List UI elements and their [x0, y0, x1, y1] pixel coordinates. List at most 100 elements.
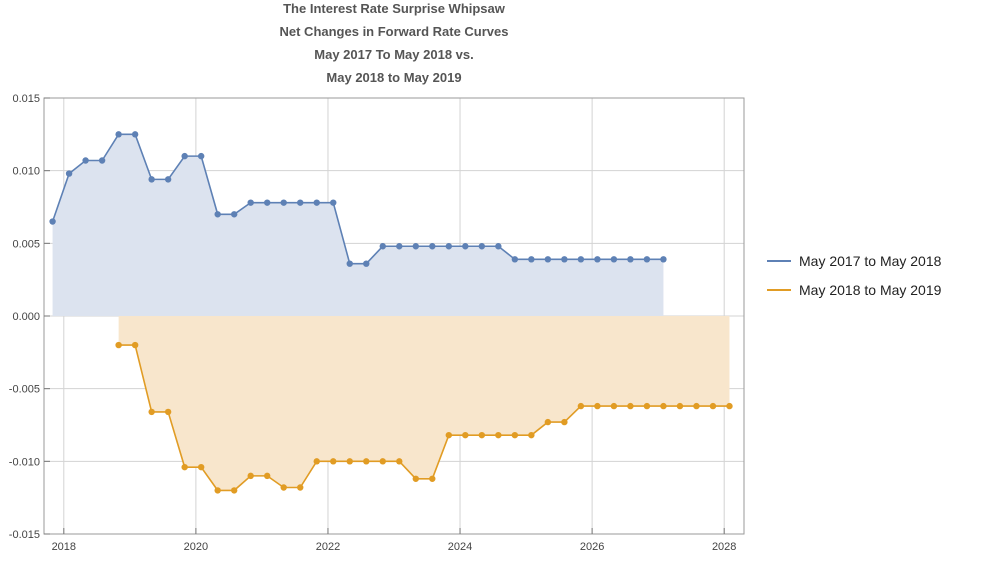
chart-title-line-4: May 2018 to May 2019	[326, 70, 461, 85]
data-point-series-1-3	[98, 157, 106, 164]
data-point-series-1-24	[445, 243, 453, 250]
data-point-series-2-4	[181, 463, 188, 471]
data-point-series-2-36	[709, 402, 717, 410]
data-point-series-1-4	[115, 131, 122, 138]
data-point-series-2-28	[577, 402, 585, 410]
data-point-series-2-35	[693, 402, 700, 410]
data-point-series-2-18	[412, 475, 419, 482]
data-point-series-1-16	[313, 199, 320, 206]
data-point-series-2-12	[313, 458, 320, 465]
legend: May 2017 to May 2018 May 2018 to May 201…	[767, 253, 942, 298]
x-tick-label-2028: 2028	[712, 541, 736, 553]
x-tick-label-2020: 2020	[184, 541, 208, 553]
data-point-series-1-18	[346, 260, 353, 267]
x-tick-label-2026: 2026	[580, 541, 604, 553]
data-point-series-1-29	[528, 256, 535, 263]
legend-label-may-2018-to-may-2019: May 2018 to May 2019	[799, 282, 942, 298]
data-point-series-2-26	[544, 418, 552, 426]
data-point-series-2-33	[660, 402, 667, 410]
area-fill-series-2	[118, 316, 730, 491]
data-point-series-1-0	[49, 218, 56, 225]
data-point-series-2-0	[115, 341, 122, 349]
data-point-series-1-10	[214, 211, 221, 218]
series-points	[49, 131, 733, 494]
data-point-series-2-15	[363, 458, 370, 465]
data-point-series-1-32	[577, 256, 585, 263]
data-point-series-2-1	[131, 341, 139, 349]
y-tick-label-1: -0.010	[9, 456, 40, 468]
data-point-series-1-8	[181, 152, 188, 160]
data-point-series-2-19	[429, 475, 436, 482]
data-point-series-2-7	[230, 487, 238, 494]
data-point-series-2-9	[264, 472, 271, 480]
data-point-series-1-1	[65, 170, 73, 177]
data-point-series-1-2	[82, 157, 89, 164]
data-point-series-2-3	[164, 408, 172, 416]
data-point-series-2-11	[297, 484, 304, 491]
data-point-series-1-35	[627, 256, 634, 263]
data-point-series-1-22	[412, 243, 419, 250]
data-point-series-1-30	[544, 256, 552, 263]
data-point-series-1-23	[429, 243, 436, 250]
data-point-series-1-34	[610, 256, 618, 263]
area-fill-series-1	[52, 134, 664, 316]
data-point-series-1-25	[462, 243, 469, 250]
chart-title: The Interest Rate Surprise Whipsaw Net C…	[280, 1, 509, 85]
data-point-series-1-15	[297, 199, 304, 206]
x-tick-label-2022: 2022	[316, 541, 340, 553]
data-point-series-1-7	[164, 176, 172, 183]
data-point-series-2-24	[511, 431, 519, 439]
data-point-series-1-13	[264, 199, 271, 206]
data-point-series-2-17	[396, 458, 403, 465]
data-point-series-2-8	[247, 472, 254, 480]
data-point-series-1-20	[379, 243, 386, 250]
data-point-series-2-13	[330, 458, 337, 465]
data-point-series-1-27	[495, 243, 502, 250]
chart-title-line-3: May 2017 To May 2018 vs.	[314, 47, 473, 62]
data-point-series-1-31	[561, 256, 568, 263]
data-point-series-2-20	[445, 431, 453, 439]
legend-label-may-2017-to-may-2018: May 2017 to May 2018	[799, 253, 942, 269]
y-tick-label-6: 0.015	[12, 93, 40, 105]
data-point-series-2-37	[726, 402, 733, 410]
data-point-series-2-29	[594, 402, 601, 410]
y-tick-label-5: 0.010	[12, 166, 40, 178]
y-tick-label-3: 0.000	[12, 311, 40, 323]
data-point-series-2-31	[627, 402, 634, 410]
data-point-series-2-30	[610, 402, 618, 410]
data-point-series-2-2	[148, 408, 155, 416]
y-tick-label-2: -0.005	[9, 384, 40, 396]
data-point-series-1-5	[131, 131, 139, 138]
x-tick-label-2018: 2018	[52, 541, 76, 553]
x-tick-label-2024: 2024	[448, 541, 472, 553]
data-point-series-1-17	[330, 199, 337, 206]
data-point-series-2-34	[676, 402, 684, 410]
data-point-series-1-36	[643, 256, 651, 263]
data-point-series-2-16	[379, 458, 386, 465]
chart-title-line-2: Net Changes in Forward Rate Curves	[280, 24, 509, 39]
data-point-series-1-11	[230, 211, 238, 218]
data-point-series-2-32	[643, 402, 651, 410]
data-point-series-1-12	[247, 199, 254, 206]
data-point-series-1-26	[478, 243, 486, 250]
y-tick-label-0: -0.015	[9, 529, 40, 541]
data-point-series-2-22	[478, 431, 486, 439]
area-fills	[52, 134, 730, 491]
data-point-series-2-23	[495, 431, 502, 439]
data-point-series-2-27	[561, 418, 568, 426]
data-point-series-1-19	[363, 260, 370, 267]
data-point-series-2-5	[197, 463, 205, 471]
axes: 2018 2020 2022 2024 2026 2028 -0.015 -0.010 -0.0…	[9, 93, 737, 553]
data-point-series-2-25	[528, 431, 535, 439]
data-point-series-1-37	[660, 256, 667, 263]
chart-title-line-1: The Interest Rate Surprise Whipsaw	[283, 1, 506, 16]
data-point-series-1-33	[594, 256, 601, 263]
data-point-series-1-28	[511, 256, 519, 263]
y-tick-label-4: 0.005	[12, 238, 40, 250]
data-point-series-2-14	[346, 458, 353, 465]
data-point-series-2-6	[214, 487, 221, 494]
data-point-series-1-21	[396, 243, 403, 250]
data-point-series-1-14	[280, 199, 287, 206]
data-point-series-2-21	[462, 431, 469, 439]
